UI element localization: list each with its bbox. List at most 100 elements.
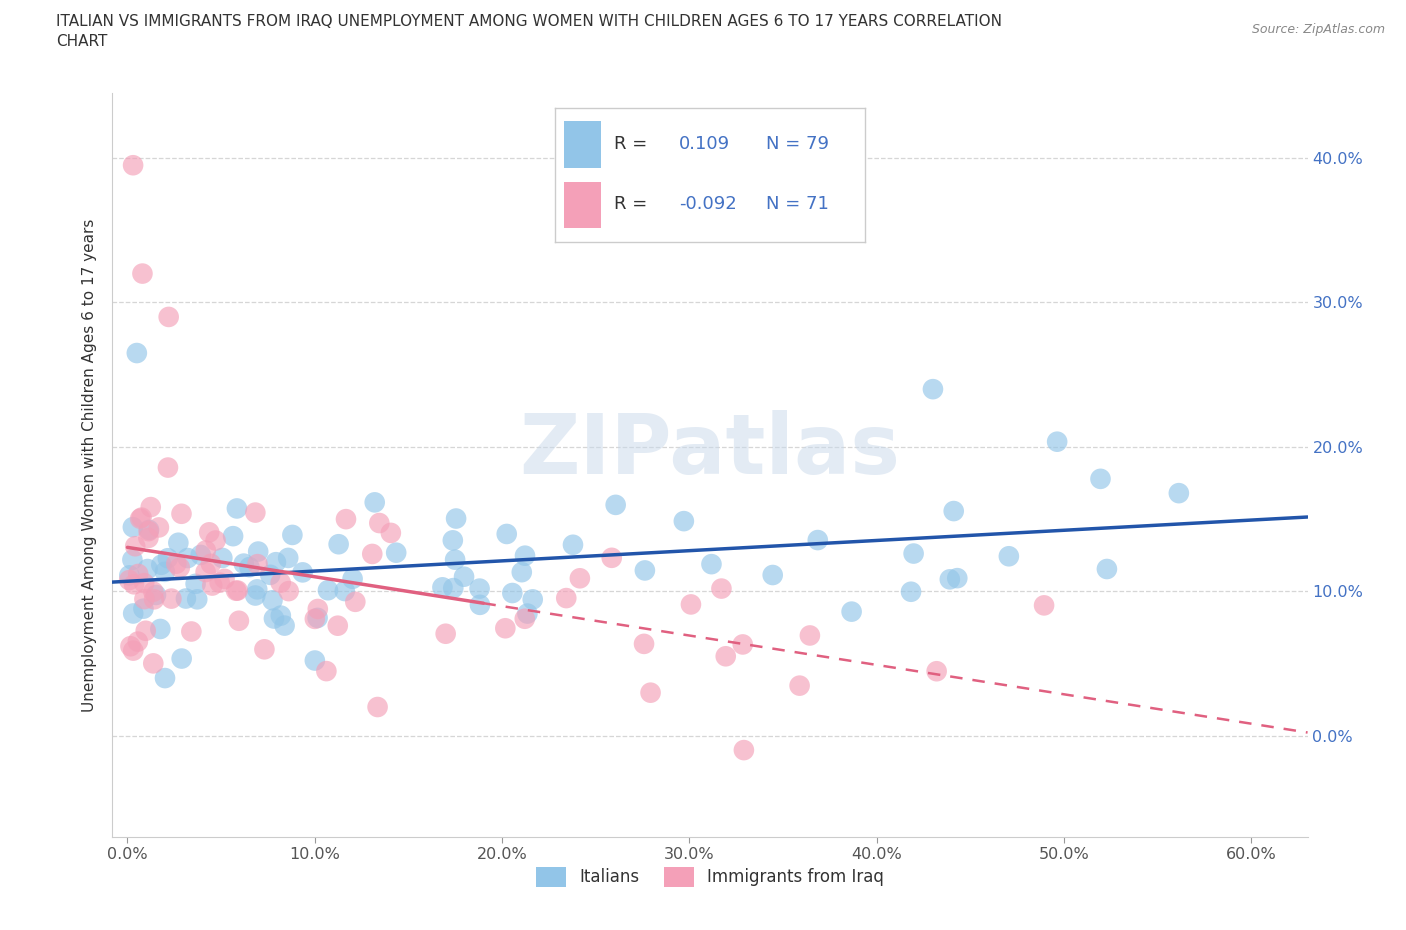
Italians xyxy=(516,606,538,621)
Immigrants from Iraq xyxy=(169,560,191,575)
Italians xyxy=(562,538,585,552)
Immigrants from Iraq xyxy=(122,644,145,658)
Immigrants from Iraq xyxy=(494,621,516,636)
Immigrants from Iraq xyxy=(127,566,149,581)
Italians xyxy=(342,571,364,586)
Italians xyxy=(1095,562,1118,577)
Immigrants from Iraq xyxy=(304,611,326,626)
Italians xyxy=(156,551,179,565)
Italians xyxy=(495,526,517,541)
Italians xyxy=(304,653,326,668)
Immigrants from Iraq xyxy=(733,743,755,758)
Immigrants from Iraq xyxy=(253,642,276,657)
Y-axis label: Unemployment Among Women with Children Ages 6 to 17 years: Unemployment Among Women with Children A… xyxy=(82,219,97,711)
Italians xyxy=(468,581,491,596)
Italians xyxy=(333,584,356,599)
Immigrants from Iraq xyxy=(361,547,384,562)
Italians xyxy=(444,552,467,567)
Italians xyxy=(121,552,143,567)
Immigrants from Iraq xyxy=(156,460,179,475)
Immigrants from Iraq xyxy=(165,556,187,571)
Italians xyxy=(125,346,148,361)
Immigrants from Iraq xyxy=(789,678,811,693)
Text: ITALIAN VS IMMIGRANTS FROM IRAQ UNEMPLOYMENT AMONG WOMEN WITH CHILDREN AGES 6 TO: ITALIAN VS IMMIGRANTS FROM IRAQ UNEMPLOY… xyxy=(56,14,1002,29)
Immigrants from Iraq xyxy=(120,639,142,654)
Italians xyxy=(225,501,247,516)
Italians xyxy=(1090,472,1112,486)
Immigrants from Iraq xyxy=(157,310,180,325)
Italians xyxy=(672,513,695,528)
Italians xyxy=(238,560,260,575)
Immigrants from Iraq xyxy=(315,664,337,679)
Italians xyxy=(700,557,723,572)
Immigrants from Iraq xyxy=(160,591,183,606)
Italians xyxy=(211,551,233,565)
Immigrants from Iraq xyxy=(714,649,737,664)
Italians xyxy=(170,651,193,666)
Immigrants from Iraq xyxy=(204,533,226,548)
Italians xyxy=(522,592,544,607)
Immigrants from Iraq xyxy=(134,576,156,591)
Italians xyxy=(222,529,245,544)
Italians xyxy=(186,591,208,606)
Immigrants from Iraq xyxy=(600,551,623,565)
Italians xyxy=(468,597,491,612)
Italians xyxy=(145,588,167,603)
Immigrants from Iraq xyxy=(277,584,299,599)
Immigrants from Iraq xyxy=(135,623,157,638)
Italians xyxy=(122,606,145,621)
Immigrants from Iraq xyxy=(194,565,217,579)
Immigrants from Iraq xyxy=(143,591,166,606)
Italians xyxy=(149,621,172,636)
Immigrants from Iraq xyxy=(139,499,162,514)
Italians xyxy=(277,551,299,565)
Italians xyxy=(762,567,785,582)
Italians xyxy=(316,583,339,598)
Italians xyxy=(167,536,190,551)
Text: CHART: CHART xyxy=(56,34,108,49)
Immigrants from Iraq xyxy=(335,512,357,526)
Italians xyxy=(184,577,207,591)
Italians xyxy=(190,548,212,563)
Immigrants from Iraq xyxy=(307,602,329,617)
Immigrants from Iraq xyxy=(138,524,160,538)
Italians xyxy=(453,569,475,584)
Italians xyxy=(513,549,536,564)
Immigrants from Iraq xyxy=(198,525,221,539)
Immigrants from Iraq xyxy=(368,515,391,530)
Immigrants from Iraq xyxy=(225,583,247,598)
Text: Source: ZipAtlas.com: Source: ZipAtlas.com xyxy=(1251,23,1385,36)
Italians xyxy=(263,611,285,626)
Italians xyxy=(153,565,176,579)
Italians xyxy=(176,551,198,565)
Immigrants from Iraq xyxy=(127,634,149,649)
Immigrants from Iraq xyxy=(1033,598,1056,613)
Immigrants from Iraq xyxy=(513,611,536,626)
Italians xyxy=(264,555,287,570)
Italians xyxy=(136,562,159,577)
Italians xyxy=(153,671,176,685)
Italians xyxy=(501,586,523,601)
Immigrants from Iraq xyxy=(925,664,948,679)
Immigrants from Iraq xyxy=(131,511,153,525)
Italians xyxy=(634,563,657,578)
Immigrants from Iraq xyxy=(245,505,267,520)
Immigrants from Iraq xyxy=(246,557,269,572)
Italians xyxy=(247,544,270,559)
Italians xyxy=(922,381,945,396)
Immigrants from Iraq xyxy=(568,571,591,586)
Italians xyxy=(245,588,267,603)
Immigrants from Iraq xyxy=(170,506,193,521)
Text: ZIPatlas: ZIPatlas xyxy=(520,409,900,491)
Italians xyxy=(841,604,863,619)
Italians xyxy=(946,571,969,586)
Italians xyxy=(138,523,160,538)
Italians xyxy=(900,584,922,599)
Italians xyxy=(1046,434,1069,449)
Italians xyxy=(998,549,1021,564)
Immigrants from Iraq xyxy=(434,626,457,641)
Immigrants from Iraq xyxy=(214,571,236,586)
Italians xyxy=(118,568,141,583)
Immigrants from Iraq xyxy=(380,525,402,540)
Italians xyxy=(1167,485,1189,500)
